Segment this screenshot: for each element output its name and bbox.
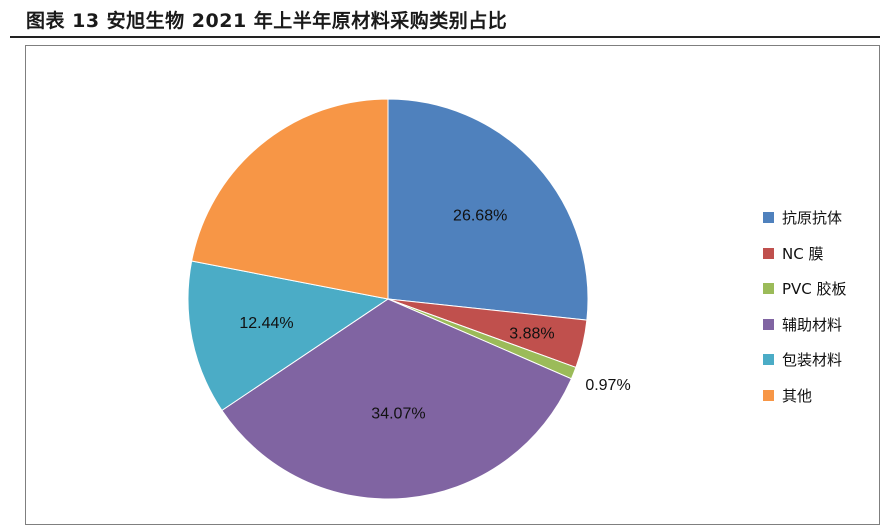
- legend-swatch: [763, 389, 774, 401]
- slice-data-label: 3.88%: [509, 325, 554, 342]
- legend-swatch: [763, 283, 774, 295]
- legend-swatch: [763, 212, 774, 224]
- legend-swatch: [763, 354, 774, 366]
- slice-data-label: 0.97%: [585, 377, 630, 394]
- slice-data-label: 34.07%: [371, 406, 425, 423]
- pie-slice: [221, 298, 573, 500]
- slice-data-label: 12.44%: [239, 315, 293, 332]
- pie-slice: [187, 260, 390, 412]
- legend-swatch: [763, 318, 774, 330]
- title-divider: [10, 36, 880, 38]
- legend-item: NC 膜: [763, 236, 847, 272]
- legend: 抗原抗体 NC 膜 PVC 胶板 辅助材料包装材料其他: [763, 200, 847, 413]
- legend-label: NC 膜: [782, 244, 824, 263]
- legend-item: 包装材料: [763, 342, 847, 378]
- pie-slice: [387, 98, 589, 321]
- slice-data-label: 26.68%: [453, 207, 507, 224]
- figure-title: 图表 13 安旭生物 2021 年上半年原材料采购类别占比: [26, 10, 508, 32]
- legend-swatch: [763, 247, 774, 259]
- legend-item: 辅助材料: [763, 307, 847, 343]
- legend-item: PVC 胶板: [763, 271, 847, 307]
- legend-label: 其他: [782, 386, 813, 405]
- legend-label: 包装材料: [782, 351, 843, 370]
- legend-label: 辅助材料: [782, 315, 843, 334]
- legend-label: PVC 胶板: [782, 280, 847, 299]
- legend-label: 抗原抗体: [782, 209, 843, 228]
- legend-item: 其他: [763, 378, 847, 414]
- legend-item: 抗原抗体: [763, 200, 847, 236]
- pie-slice: [191, 98, 389, 300]
